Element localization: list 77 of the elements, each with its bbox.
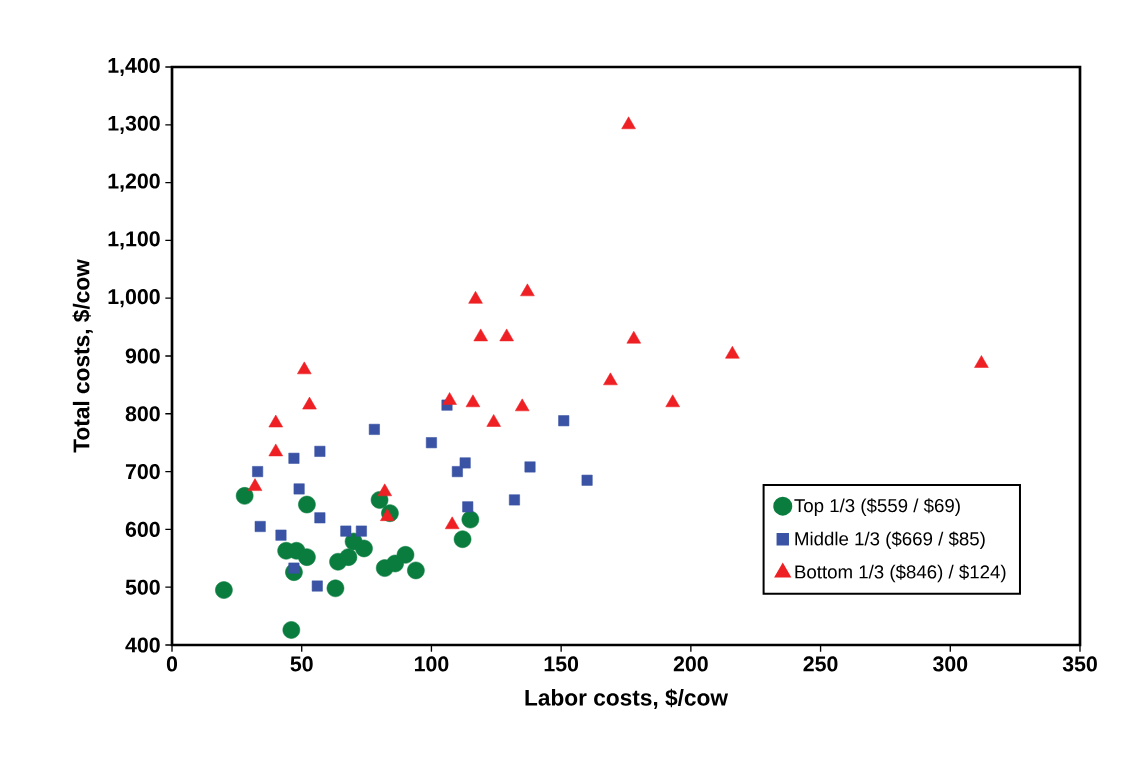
x-tick-label: 150 xyxy=(544,656,579,672)
point xyxy=(425,437,437,449)
point xyxy=(340,525,352,537)
point xyxy=(355,539,373,558)
point xyxy=(603,372,618,386)
point xyxy=(268,414,283,428)
point xyxy=(254,521,266,532)
legend-label: Bottom 1/3 ($846) / $124) xyxy=(795,564,1006,583)
point xyxy=(486,414,501,427)
point xyxy=(288,452,300,464)
point xyxy=(396,546,415,564)
point xyxy=(459,457,471,469)
point xyxy=(298,548,316,566)
point xyxy=(451,466,463,478)
y-tick-label: 600 xyxy=(125,521,160,537)
y-tick-label: 1,100 xyxy=(108,231,160,250)
y-tick-label: 400 xyxy=(125,637,160,653)
point xyxy=(326,579,345,598)
point xyxy=(215,581,233,599)
point xyxy=(444,516,460,530)
point xyxy=(621,116,636,130)
y-tick-label: 1,400 xyxy=(108,57,160,77)
point xyxy=(520,283,535,297)
y-axis-title: Total costs, $/cow xyxy=(72,259,93,453)
point xyxy=(725,345,740,359)
point xyxy=(461,510,480,529)
point xyxy=(468,291,483,304)
point xyxy=(558,415,570,427)
point xyxy=(473,328,488,342)
point xyxy=(339,548,358,566)
point xyxy=(515,398,530,412)
x-tick-label: 250 xyxy=(803,656,838,672)
y-tick-label: 1,000 xyxy=(108,289,160,308)
point xyxy=(252,466,264,478)
y-tick-label: 900 xyxy=(125,348,160,364)
point xyxy=(665,394,680,408)
point xyxy=(368,423,380,435)
y-tick-label: 500 xyxy=(125,579,160,595)
point xyxy=(508,494,520,506)
point xyxy=(268,443,283,457)
point xyxy=(282,621,301,639)
point xyxy=(380,508,395,521)
point xyxy=(355,525,367,537)
y-tick-label: 800 xyxy=(125,406,160,422)
point xyxy=(626,330,641,344)
point xyxy=(275,529,287,541)
y-tick-label: 1,200 xyxy=(108,173,160,192)
point xyxy=(974,355,989,368)
x-tick-label: 300 xyxy=(932,656,968,672)
x-tick-label: 0 xyxy=(166,656,178,672)
point xyxy=(581,474,593,486)
point xyxy=(407,561,425,580)
point xyxy=(302,396,317,410)
point xyxy=(293,483,305,495)
x-axis-title: Labor costs, $/cow xyxy=(525,688,729,709)
point xyxy=(311,580,323,592)
point xyxy=(247,478,263,491)
point xyxy=(235,487,254,505)
legend-label: Middle 1/3 ($669 / $85) xyxy=(795,531,985,550)
point xyxy=(453,530,472,548)
point xyxy=(442,392,457,405)
x-tick-label: 350 xyxy=(1062,656,1097,672)
point xyxy=(314,445,326,457)
x-tick-label: 50 xyxy=(290,656,313,672)
point xyxy=(297,361,312,375)
point xyxy=(462,501,474,513)
point xyxy=(524,461,536,473)
y-tick-label: 700 xyxy=(125,464,160,480)
point xyxy=(314,512,326,524)
point xyxy=(499,328,514,342)
point xyxy=(298,495,316,514)
legend-label: Top 1/3 ($559 / $69) xyxy=(794,498,960,516)
x-tick-label: 200 xyxy=(673,656,708,672)
y-tick-label: 1,300 xyxy=(108,115,160,134)
point xyxy=(465,394,481,408)
x-tick-label: 100 xyxy=(414,656,449,672)
point xyxy=(377,483,392,497)
